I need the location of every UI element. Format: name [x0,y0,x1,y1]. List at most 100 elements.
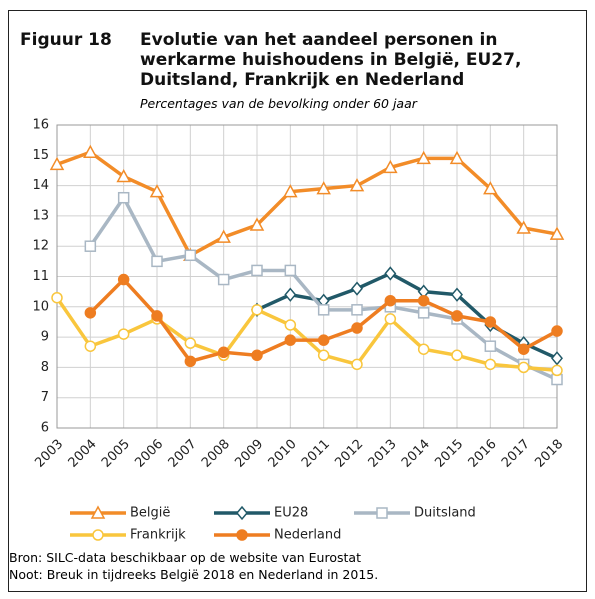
point [84,307,97,319]
y-tick-label: 15 [32,148,49,163]
point [384,266,397,281]
x-tick-label: 2007 [166,437,200,471]
point [84,340,97,352]
source: Bron: SILC-data beschikbaar op de websit… [9,550,361,565]
point [251,264,263,277]
figure-number: Figuur 18 [20,30,112,50]
point [117,328,130,340]
x-tick-label: 2017 [499,437,533,471]
point [217,346,230,358]
legend-marker [236,529,248,541]
point [249,217,265,231]
point [184,337,197,349]
point [451,287,463,302]
x-tick-label: 2015 [432,437,466,471]
point [151,310,163,322]
point [317,349,330,362]
series-line [55,296,558,373]
point [184,355,197,368]
point [551,351,563,366]
legend-label: België [130,506,170,521]
x-tick-label: 2005 [99,437,133,471]
point [351,281,363,296]
x-tick-label: 2013 [366,437,400,471]
y-tick-label: 13 [32,208,49,223]
point [517,361,530,374]
point [417,294,430,307]
point [551,364,563,377]
point [351,358,363,371]
point [284,334,297,346]
point [49,156,65,171]
point [316,181,331,195]
x-tick-label: 2004 [66,437,100,471]
legend-marker [236,505,248,521]
x-tick-label: 2008 [199,437,233,471]
x-tick-label: 2011 [299,437,333,471]
point [484,358,497,371]
y-tick-label: 7 [41,390,49,405]
point [451,310,463,322]
point [251,349,263,362]
point [317,304,330,316]
point [251,304,263,316]
point [484,316,497,328]
point [117,273,130,286]
subtitle: Percentages van de bevolking onder 60 ja… [140,96,417,111]
point [151,255,163,268]
point [484,340,497,352]
x-tick-label: 2012 [332,437,366,471]
x-tick-label: 2014 [399,437,433,471]
legend-label: EU28 [274,506,308,521]
point [284,319,297,331]
x-tick-label: 2018 [532,437,566,471]
point [549,226,565,240]
legend-marker [92,529,104,541]
x-tick-label: 2006 [132,437,166,471]
legend-marker [90,505,106,519]
point [349,178,365,192]
point [516,220,531,234]
point [417,307,430,319]
frame [8,10,587,592]
point [483,181,498,195]
legend-marker [376,507,388,519]
x-tick-label: 2016 [466,437,500,471]
x-tick-label: 2009 [232,437,266,471]
point [84,240,97,252]
legend-label: Nederland [274,528,341,543]
y-tick-label: 16 [32,118,49,133]
plot-frame [56,124,558,429]
point [83,144,98,159]
point [51,291,63,304]
x-tick-label: 2003 [32,437,66,471]
point [384,313,397,325]
point [451,349,463,362]
point [317,334,330,346]
point [284,287,297,302]
y-tick-label: 9 [41,330,49,345]
point [351,304,363,316]
x-tick-label: 2010 [266,437,300,471]
point [384,294,397,307]
point [417,343,430,355]
point [517,343,530,355]
point [116,168,131,183]
legend-label: Duitsland [414,506,476,521]
point [551,325,563,337]
y-tick-label: 12 [32,239,49,254]
point [117,191,130,204]
y-tick-label: 10 [32,299,49,314]
point [416,150,431,165]
point [149,184,165,198]
point [216,229,231,243]
note: Noot: Breuk in tijdreeks België 2018 en … [9,567,379,582]
point [383,159,398,174]
point [217,273,230,286]
point [284,264,297,277]
y-tick-label: 14 [32,178,49,193]
title: Evolutie van het aandeel personen in wer… [140,30,522,90]
point [283,184,298,198]
